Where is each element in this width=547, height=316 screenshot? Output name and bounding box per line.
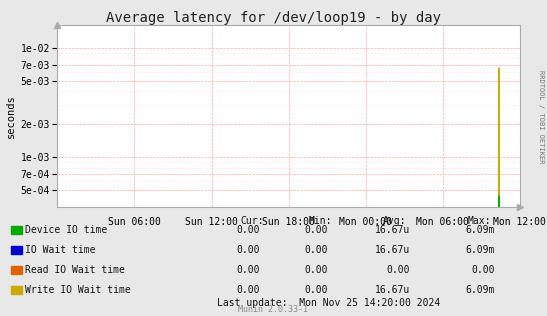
Text: 16.67u: 16.67u xyxy=(375,245,410,255)
Text: 0.00: 0.00 xyxy=(387,265,410,275)
Text: Last update:  Mon Nov 25 14:20:00 2024: Last update: Mon Nov 25 14:20:00 2024 xyxy=(217,298,440,308)
Text: Device IO time: Device IO time xyxy=(25,225,107,235)
Text: Munin 2.0.33-1: Munin 2.0.33-1 xyxy=(238,306,309,314)
Text: 6.09m: 6.09m xyxy=(465,285,495,295)
Y-axis label: seconds: seconds xyxy=(6,94,16,138)
Text: 0.00: 0.00 xyxy=(236,265,260,275)
Text: 6.09m: 6.09m xyxy=(465,245,495,255)
Text: 0.00: 0.00 xyxy=(305,285,328,295)
Text: Read IO Wait time: Read IO Wait time xyxy=(25,265,125,275)
Text: Max:: Max: xyxy=(468,216,491,227)
Text: IO Wait time: IO Wait time xyxy=(25,245,95,255)
Text: 0.00: 0.00 xyxy=(236,245,260,255)
Text: Avg:: Avg: xyxy=(383,216,406,227)
Text: 0.00: 0.00 xyxy=(472,265,495,275)
Text: 6.09m: 6.09m xyxy=(465,225,495,235)
Text: 0.00: 0.00 xyxy=(236,285,260,295)
Text: 0.00: 0.00 xyxy=(305,245,328,255)
Text: Average latency for /dev/loop19 - by day: Average latency for /dev/loop19 - by day xyxy=(106,11,441,25)
Text: RRDTOOL / TOBI OETIKER: RRDTOOL / TOBI OETIKER xyxy=(538,70,544,164)
Text: 0.00: 0.00 xyxy=(305,265,328,275)
Text: Cur:: Cur: xyxy=(241,216,264,227)
Text: Min:: Min: xyxy=(309,216,333,227)
Text: 16.67u: 16.67u xyxy=(375,285,410,295)
Text: 0.00: 0.00 xyxy=(305,225,328,235)
Text: 0.00: 0.00 xyxy=(236,225,260,235)
Text: 16.67u: 16.67u xyxy=(375,225,410,235)
Text: Write IO Wait time: Write IO Wait time xyxy=(25,285,130,295)
